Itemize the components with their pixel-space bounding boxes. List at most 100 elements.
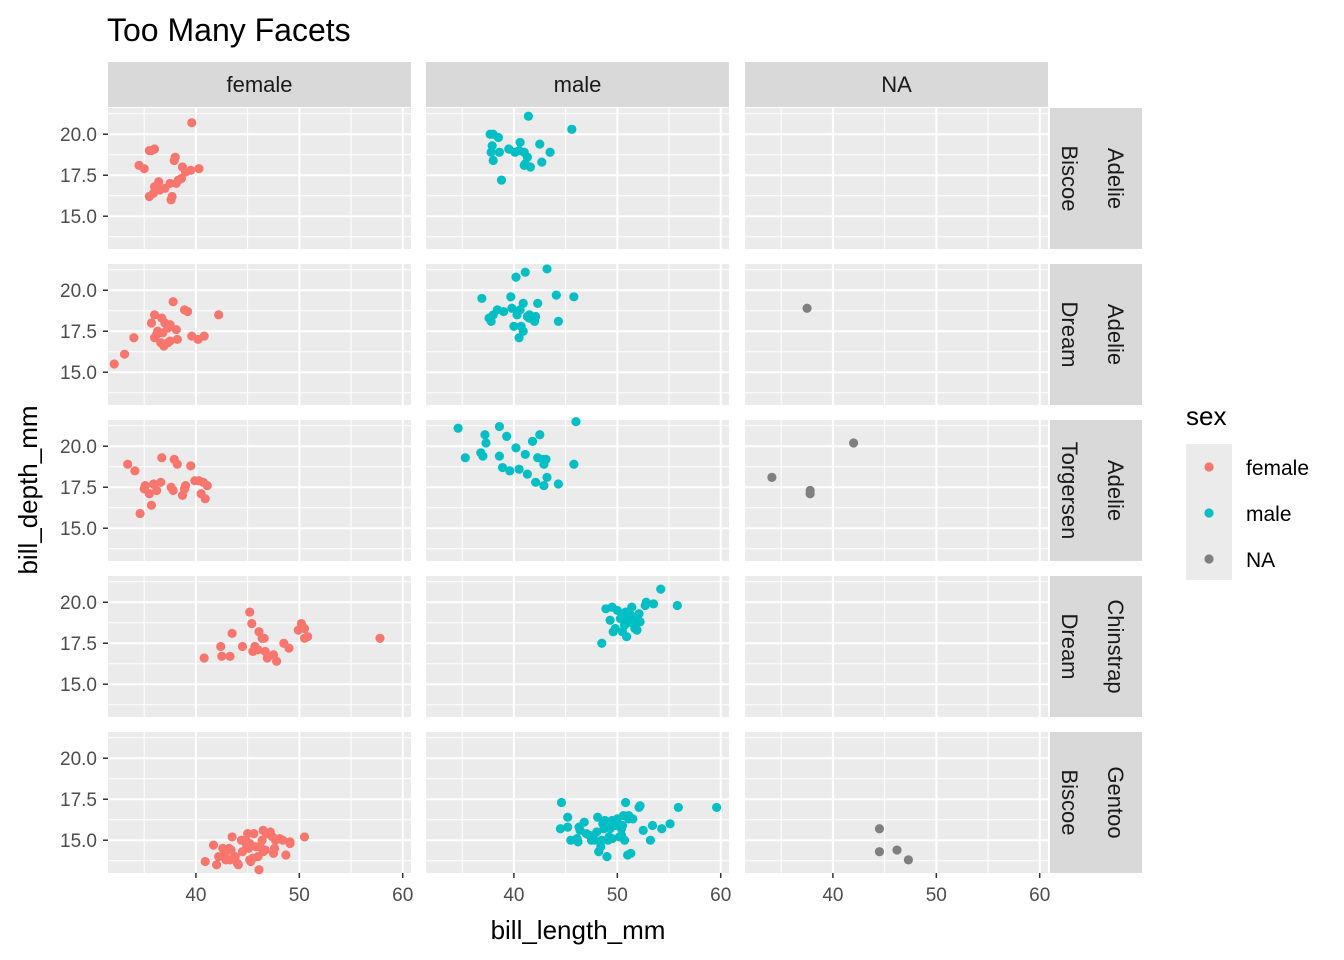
data-point xyxy=(556,797,567,808)
data-point xyxy=(605,615,615,625)
data-point xyxy=(569,459,579,469)
data-point xyxy=(519,160,529,170)
panel-background xyxy=(745,264,1048,405)
data-point xyxy=(486,316,496,326)
y-tick-label: 17.5 xyxy=(60,478,97,499)
data-point xyxy=(598,819,608,829)
data-point xyxy=(767,472,777,482)
data-point xyxy=(299,633,310,643)
data-point xyxy=(200,494,210,504)
data-point xyxy=(216,641,226,652)
facet-panel xyxy=(108,576,411,717)
data-point xyxy=(156,477,166,487)
data-point xyxy=(502,431,512,441)
data-point xyxy=(563,812,573,822)
data-point xyxy=(623,850,633,860)
panel-background xyxy=(108,108,411,249)
data-point xyxy=(509,321,519,331)
data-point xyxy=(149,310,160,320)
data-point xyxy=(171,324,181,335)
data-point xyxy=(634,802,644,813)
data-point xyxy=(514,333,524,343)
legend-label: NA xyxy=(1246,549,1275,572)
row-strip-species-label: Adelie xyxy=(1103,304,1128,365)
data-point xyxy=(257,835,267,845)
data-point xyxy=(284,643,294,653)
data-point xyxy=(892,845,902,855)
data-point xyxy=(555,824,566,834)
data-point xyxy=(542,472,552,482)
data-point xyxy=(186,461,196,471)
x-tick-label: 50 xyxy=(289,885,310,906)
panel-points-male xyxy=(555,797,722,862)
data-point xyxy=(627,602,637,612)
data-point xyxy=(144,489,154,499)
data-point xyxy=(245,855,255,865)
panel-points-female xyxy=(200,825,310,875)
chart-title: Too Many Facets xyxy=(107,12,351,48)
data-point xyxy=(172,334,182,345)
data-point xyxy=(594,847,604,857)
data-point xyxy=(597,835,607,845)
data-point xyxy=(130,466,140,476)
data-point xyxy=(183,306,193,317)
data-point xyxy=(180,480,191,491)
data-point xyxy=(497,462,508,473)
y-tick-label: 20.0 xyxy=(60,281,97,302)
data-point xyxy=(626,610,636,620)
y-tick-label: 20.0 xyxy=(60,593,97,614)
data-point xyxy=(228,853,238,863)
y-tick-label: 15.0 xyxy=(60,519,97,540)
data-point xyxy=(634,609,644,619)
data-point xyxy=(153,326,163,336)
data-point xyxy=(514,464,524,474)
data-point xyxy=(494,451,505,461)
panel-points-NA xyxy=(767,438,859,499)
data-point xyxy=(581,829,591,839)
data-point xyxy=(237,641,248,652)
x-axis-title: bill_length_mm xyxy=(491,915,666,945)
data-point xyxy=(657,824,667,834)
data-point xyxy=(240,835,251,845)
data-point xyxy=(139,164,149,174)
data-point xyxy=(848,438,859,448)
x-axes: 40 50 60 40 50 60 40 50 60 xyxy=(185,873,1050,906)
data-point xyxy=(167,191,177,202)
data-point xyxy=(187,118,197,128)
data-point xyxy=(672,600,682,611)
data-point xyxy=(635,617,645,627)
facet-panel xyxy=(745,576,1048,717)
data-point xyxy=(593,812,603,822)
data-point xyxy=(270,835,281,845)
data-point xyxy=(618,612,629,622)
data-point xyxy=(247,618,257,629)
data-point xyxy=(711,802,722,813)
facet-panel xyxy=(426,420,729,561)
data-point xyxy=(553,316,563,326)
data-point xyxy=(193,334,203,345)
row-strip-island-label: Torgersen xyxy=(1057,442,1082,540)
data-point xyxy=(194,164,204,174)
y-tick-label: 15.0 xyxy=(60,675,97,696)
data-point xyxy=(618,811,629,821)
panel-background xyxy=(745,576,1048,717)
panel-points-NA xyxy=(874,824,913,865)
row-strip-species-label: Chinstrap xyxy=(1103,599,1128,693)
data-point xyxy=(645,835,656,845)
data-point xyxy=(612,605,622,616)
x-tick-label: 50 xyxy=(607,885,628,906)
data-point xyxy=(160,183,170,193)
panel-background xyxy=(426,264,729,405)
data-point xyxy=(281,850,291,860)
data-point xyxy=(505,466,515,476)
data-point xyxy=(512,310,522,320)
facet-panel xyxy=(426,732,729,873)
data-point xyxy=(640,600,650,611)
row-strip-species-label: Adelie xyxy=(1103,460,1128,521)
data-point xyxy=(271,656,282,666)
data-point xyxy=(299,832,310,842)
panel-points-female xyxy=(134,118,204,205)
data-point xyxy=(589,835,600,845)
y-tick-label: 17.5 xyxy=(60,322,97,343)
column-strip-label: female xyxy=(226,72,292,97)
